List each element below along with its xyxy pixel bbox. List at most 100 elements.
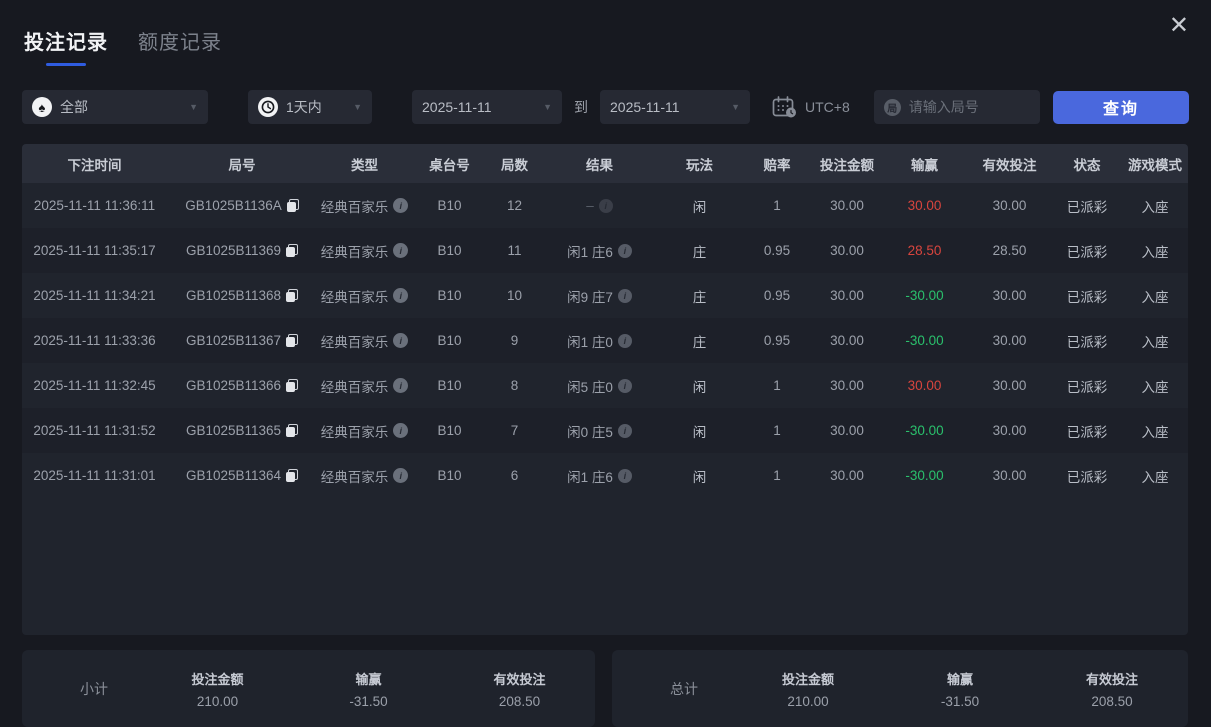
- shoe-no-cell: 11: [507, 243, 522, 258]
- chevron-down-icon: ▼: [353, 102, 362, 112]
- column-header: 局数: [501, 157, 528, 173]
- result-info-icon[interactable]: i: [617, 288, 632, 303]
- bet-amount-cell: 30.00: [830, 288, 864, 303]
- date-to-picker[interactable]: 2025-11-11 ▼: [600, 90, 750, 124]
- result-info-icon[interactable]: i: [617, 423, 632, 438]
- win-loss-cell: -30.00: [905, 468, 944, 483]
- win-loss-cell: 30.00: [907, 198, 942, 213]
- shoe-no-cell: 7: [510, 423, 519, 438]
- play-type-cell: 庄: [692, 244, 707, 260]
- chevron-down-icon: ▼: [189, 102, 198, 112]
- table-no-cell: B10: [437, 333, 462, 348]
- tab-quota-records[interactable]: 额度记录: [138, 26, 222, 55]
- table-no-cell: B10: [437, 468, 462, 483]
- game-type-info-icon[interactable]: i: [393, 288, 409, 303]
- date-from-value: 2025-11-11: [422, 99, 492, 115]
- play-type-cell: 庄: [692, 334, 707, 350]
- result-info-icon[interactable]: i: [617, 468, 632, 483]
- shoe-no-cell: 12: [506, 198, 523, 213]
- tab-betting-records[interactable]: 投注记录: [24, 26, 108, 66]
- close-icon[interactable]: ✕: [1168, 12, 1189, 39]
- shoe-no-cell: 8: [510, 378, 519, 393]
- time-range-select[interactable]: 1天内 ▼: [248, 90, 372, 124]
- valid-bet-cell: 30.00: [992, 198, 1027, 213]
- shoe-no-cell: 9: [510, 333, 519, 348]
- bet-time-cell: 2025-11-11 11:35:17: [33, 243, 156, 258]
- bet-amount-cell: 30.00: [830, 333, 864, 348]
- result-info-icon[interactable]: i: [617, 378, 632, 393]
- round-id-cell: GB1025B11366: [167, 378, 317, 393]
- game-type-info-icon[interactable]: i: [393, 423, 409, 438]
- result-cell: 闲1 庄6 i: [542, 466, 657, 486]
- table-row: 2025-11-11 11:36:11 GB1025B1136A 经典百家乐 i B10…: [22, 183, 1188, 228]
- copy-icon[interactable]: [286, 199, 299, 212]
- bet-amount-cell: 30.00: [830, 378, 864, 393]
- result-cell: – i: [542, 198, 657, 213]
- table-row: 2025-11-11 11:34:21 GB1025B11368 经典百家乐 i B10…: [22, 273, 1188, 318]
- copy-icon[interactable]: [286, 244, 299, 257]
- subtotal-win-loss: 输赢 -31.50: [349, 671, 388, 709]
- total-label: 总计: [670, 680, 698, 697]
- win-loss-cell: 28.50: [907, 243, 942, 258]
- table-row: 2025-11-11 11:33:36 GB1025B11367 经典百家乐 i B10…: [22, 318, 1188, 363]
- bet-amount-cell: 30.00: [830, 423, 864, 438]
- result-cell: 闲1 庄6 i: [542, 241, 657, 261]
- bet-amount-cell: 30.00: [830, 468, 864, 483]
- game-mode-cell: 入座: [1141, 469, 1169, 485]
- column-header: 输赢: [911, 157, 938, 173]
- bet-time-cell: 2025-11-11 11:32:45: [33, 378, 156, 393]
- result-info-icon[interactable]: i: [617, 333, 632, 348]
- table-row: 2025-11-11 11:31:01 GB1025B11364 经典百家乐 i B10…: [22, 453, 1188, 498]
- status-cell: 已派彩: [1066, 199, 1108, 215]
- result-cell: 闲5 庄0 i: [542, 376, 657, 396]
- copy-icon[interactable]: [286, 469, 299, 482]
- game-type-info-icon[interactable]: i: [393, 333, 409, 348]
- copy-icon[interactable]: [286, 424, 299, 437]
- game-type-cell: 经典百家乐 i: [317, 286, 412, 306]
- total-summary: 总计 投注金额 210.00 输赢 -31.50 有效投注 208.50: [612, 650, 1188, 727]
- column-header: 玩法: [686, 157, 713, 173]
- table-row: 2025-11-11 11:31:52 GB1025B11365 经典百家乐 i B10…: [22, 408, 1188, 453]
- game-mode-cell: 入座: [1141, 289, 1169, 305]
- result-cell: 闲9 庄7 i: [542, 286, 657, 306]
- shoe-no-cell: 6: [510, 468, 519, 483]
- bet-time-cell: 2025-11-11 11:31:52: [33, 423, 156, 438]
- odds-cell: 1: [773, 423, 781, 438]
- table-no-cell: B10: [437, 378, 462, 393]
- odds-cell: 0.95: [763, 288, 791, 303]
- table-no-cell: B10: [437, 288, 462, 303]
- valid-bet-cell: 30.00: [992, 423, 1027, 438]
- bet-amount-cell: 30.00: [830, 243, 864, 258]
- game-type-cell: 经典百家乐 i: [317, 421, 412, 441]
- result-info-icon[interactable]: i: [598, 198, 613, 213]
- game-type-cell: 经典百家乐 i: [317, 196, 412, 216]
- game-mode-cell: 入座: [1141, 379, 1169, 395]
- bet-amount-cell: 30.00: [830, 198, 864, 213]
- copy-icon[interactable]: [286, 379, 299, 392]
- subtotal-summary: 小计 投注金额 210.00 输赢 -31.50 有效投注 208.50: [22, 650, 595, 727]
- result-info-icon[interactable]: i: [617, 243, 632, 258]
- result-cell: 闲1 庄0 i: [542, 331, 657, 351]
- status-cell: 已派彩: [1066, 244, 1108, 260]
- game-type-select[interactable]: ♠ 全部 ▼: [22, 90, 208, 124]
- game-type-cell: 经典百家乐 i: [317, 331, 412, 351]
- clock-icon: [258, 97, 278, 117]
- copy-icon[interactable]: [286, 289, 299, 302]
- time-range-value: 1天内: [286, 99, 322, 115]
- play-type-cell: 闲: [692, 379, 707, 395]
- subtotal-label: 小计: [80, 680, 108, 697]
- game-type-info-icon[interactable]: i: [393, 378, 409, 393]
- game-type-info-icon[interactable]: i: [393, 198, 409, 213]
- valid-bet-cell: 30.00: [992, 333, 1027, 348]
- total-bet-amount: 投注金额 210.00: [781, 671, 834, 709]
- play-type-cell: 闲: [692, 199, 707, 215]
- date-from-picker[interactable]: 2025-11-11 ▼: [412, 90, 562, 124]
- table-row: 2025-11-11 11:35:17 GB1025B11369 经典百家乐 i B10…: [22, 228, 1188, 273]
- game-type-info-icon[interactable]: i: [393, 468, 409, 483]
- round-id-cell: GB1025B11367: [167, 333, 317, 348]
- round-id-cell: GB1025B1136A: [167, 198, 317, 213]
- round-id-search-input[interactable]: 局 请输入局号: [873, 90, 1040, 124]
- copy-icon[interactable]: [286, 334, 299, 347]
- query-button[interactable]: 查询: [1053, 90, 1189, 124]
- game-type-info-icon[interactable]: i: [393, 243, 409, 258]
